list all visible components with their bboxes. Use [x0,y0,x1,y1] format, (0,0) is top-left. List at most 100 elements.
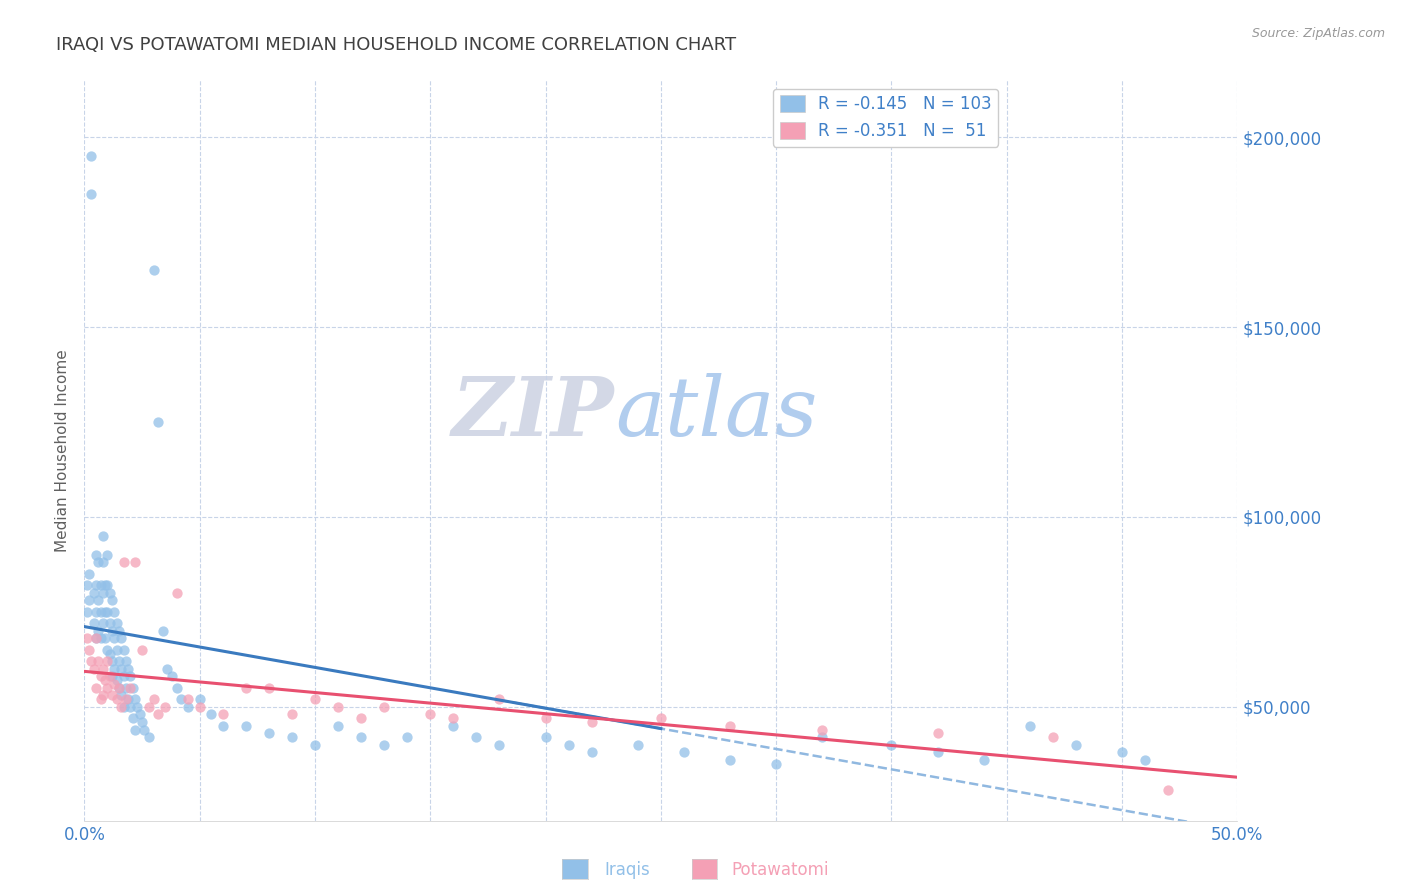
Point [121,711,143,725]
Point [281,730,304,744]
Point [373,738,395,752]
Point [87,624,110,638]
Point [105,692,128,706]
Point [103,662,125,676]
Point [160,669,183,683]
Point [91,616,114,631]
Point [89,605,111,619]
Point [121,681,143,695]
Point [257,681,280,695]
Point [91,662,114,676]
Point [84,681,107,695]
Point [103,632,125,646]
Point [76,578,98,592]
Point [373,699,395,714]
Point [718,719,741,733]
Point [326,719,349,733]
Point [811,723,834,737]
Text: ZIP: ZIP [453,374,614,453]
Text: IRAQI VS POTAWATOMI MEDIAN HOUSEHOLD INCOME CORRELATION CHART: IRAQI VS POTAWATOMI MEDIAN HOUSEHOLD INC… [56,36,737,54]
Point [105,616,128,631]
Point [96,578,118,592]
Point [1111,745,1133,759]
Point [211,707,233,722]
Point [927,745,949,759]
Point [142,692,165,706]
Point [105,673,128,688]
Point [101,654,124,668]
Point [112,642,135,657]
Point [84,632,107,646]
Point [672,745,695,759]
Point [120,681,142,695]
Point [441,719,464,733]
Point [91,556,114,570]
Point [650,711,672,725]
Point [257,726,280,740]
Point [108,681,131,695]
Point [80,187,103,202]
Point [108,624,131,638]
Point [83,586,105,600]
Point [127,699,149,714]
Point [89,632,111,646]
Point [77,642,100,657]
Point [534,711,557,725]
Point [96,642,118,657]
Point [128,707,150,722]
Point [124,556,146,570]
Point [718,753,741,767]
Point [188,699,211,714]
Point [87,654,110,668]
Y-axis label: Median Household Income: Median Household Income [55,349,70,552]
Point [927,726,949,740]
Point [110,662,132,676]
Point [94,673,117,688]
Point [110,632,132,646]
Point [419,707,441,722]
Point [124,723,146,737]
Point [627,738,650,752]
Point [98,586,121,600]
Point [153,699,176,714]
Point [765,756,787,771]
Point [156,662,179,676]
Point [120,699,142,714]
Point [96,681,118,695]
Point [98,669,121,683]
Point [94,632,117,646]
Point [146,415,169,429]
Point [112,669,135,683]
Point [91,529,114,543]
Point [110,689,132,703]
Point [80,654,103,668]
Point [112,556,135,570]
Point [138,699,160,714]
Point [557,738,579,752]
Point [89,692,111,706]
Point [101,624,124,638]
Point [1064,738,1087,752]
Point [170,692,193,706]
Point [166,681,188,695]
Point [84,578,107,592]
Point [235,719,257,733]
Point [108,681,131,695]
Point [91,586,114,600]
Point [146,707,169,722]
Point [84,605,107,619]
Point [115,654,138,668]
Point [1133,753,1156,767]
Point [105,642,128,657]
Point [76,605,98,619]
Point [83,662,105,676]
Point [1042,730,1064,744]
Point [124,692,146,706]
Point [200,707,222,722]
Point [87,593,110,607]
Point [98,616,121,631]
Point [211,719,233,733]
Point [880,738,903,752]
Point [98,647,121,661]
Point [108,654,131,668]
